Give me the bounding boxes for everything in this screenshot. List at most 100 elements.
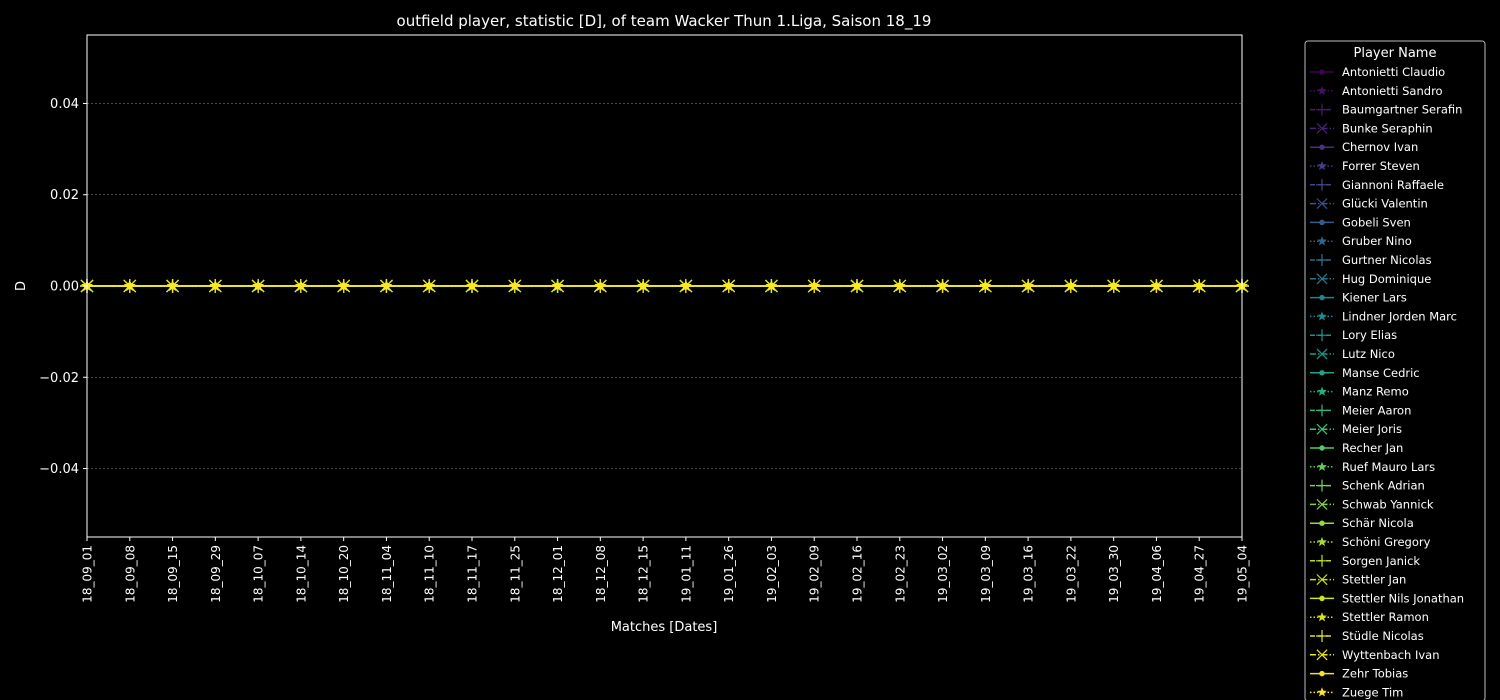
legend-marker [1316,122,1328,134]
plot-area [80,34,1249,538]
legend-label: Sorgen Janick [1342,554,1420,568]
legend-label: Stettler Jan [1342,573,1406,587]
legend-label: Schöni Gregory [1342,535,1431,549]
data-point [466,280,478,291]
x-tick-label: 19_01_26 [722,545,736,603]
legend-marker [1316,103,1328,116]
legend-item: Hug Dominique [1310,272,1431,286]
legend-label: Baumgartner Serafin [1342,103,1462,117]
x-tick-label: 18_09_08 [123,545,137,603]
legend-marker [1319,69,1325,75]
x-tick-label: 18_09_01 [81,545,95,603]
legend-label: Antonietti Sandro [1342,84,1443,98]
legend-label: Wyttenbach Ivan [1342,648,1440,662]
y-tick-label: 0.02 [50,188,79,203]
legend-label: Gruber Nino [1342,234,1412,248]
legend-label: Antonietti Claudio [1342,65,1445,79]
legend-marker [1316,574,1328,586]
x-tick-label: 19_02_16 [851,545,865,603]
legend-item: Manz Remo [1310,385,1409,399]
data-point [808,280,820,291]
y-axis: −0.04 −0.02 0.00 0.02 0.04 [39,97,87,477]
legend-label: Schär Nicola [1342,516,1414,530]
legend-marker [1317,236,1327,246]
legend-marker [1319,595,1325,602]
legend-label: Meier Aaron [1342,403,1411,417]
legend-label: Zehr Tobias [1342,667,1408,681]
data-point [1022,280,1034,291]
legend-marker [1316,404,1328,417]
legend-item: Stüdle Nicolas [1310,629,1424,643]
legend-item: Recher Jan [1310,441,1403,455]
x-tick-label: 18_10_07 [252,545,266,603]
legend-item: Stettler Nils Jonathan [1310,591,1464,605]
x-tick-label: 18_12_15 [637,545,651,603]
y-tick-label: 0.00 [50,280,79,295]
data-point [765,280,778,291]
legend-label: Manz Remo [1342,385,1409,399]
data-point [166,280,179,291]
legend-marker [1317,311,1327,321]
legend-label: Meier Joris [1342,422,1402,436]
x-tick-label: 19_02_03 [765,545,779,603]
x-axis: 18_09_01 18_09_08 18_09_15 18_09_29 18_10_07… [81,537,1250,603]
legend-item: Lindner Jorden Marc [1310,309,1457,323]
legend-item: Ruef Mauro Lars [1310,460,1435,474]
x-tick-label: 18_09_15 [166,545,180,603]
x-tick-label: 19_02_09 [808,545,822,603]
legend-item: Antonietti Claudio [1310,65,1445,79]
legend-item: Kiener Lars [1310,291,1407,305]
y-tick-label: 0.04 [50,97,79,112]
legend-label: Forrer Steven [1342,159,1420,173]
legend-label: Gurtner Nicolas [1342,253,1432,267]
legend-label: Recher Jan [1342,441,1403,455]
legend-box [1304,40,1486,700]
legend-item: Chernov Ivan [1310,140,1418,154]
legend-item: Giannoni Raffaele [1310,178,1444,192]
legend-label: Manse Cedric [1342,366,1420,380]
legend-item: Meier Aaron [1310,403,1411,417]
x-tick-label: 19_04_27 [1193,545,1207,603]
legend-marker [1316,348,1328,360]
legend-marker [1316,329,1328,342]
legend-marker [1317,536,1327,547]
legend-marker [1319,144,1325,150]
legend-marker [1317,160,1327,171]
data-point [680,280,692,291]
legend-label: Lindner Jorden Marc [1342,309,1457,323]
legend-label: Glücki Valentin [1342,197,1428,211]
legend-marker [1317,612,1327,622]
legend-item: Schöni Gregory [1310,535,1431,549]
legend: Player Name Antonietti Claudio Antonietti … [1304,40,1486,700]
legend-item: Wyttenbach Ivan [1310,648,1440,662]
legend-label: Lory Elias [1342,328,1397,342]
x-tick-label: 19_03_30 [1107,545,1121,603]
x-tick-label: 18_10_14 [294,545,308,603]
data-point [594,280,607,291]
x-tick-label: 18_09_29 [209,545,223,603]
legend-label: Stettler Ramon [1342,610,1429,624]
x-tick-label: 19_02_23 [893,545,907,603]
legend-label: Zuege Tim [1342,685,1403,699]
legend-marker [1319,294,1325,301]
legend-label: Chernov Ivan [1342,140,1418,154]
data-point [722,280,735,291]
chart-title: outfield player, statistic [D], of team … [397,12,932,31]
legend-label: Kiener Lars [1342,291,1407,305]
legend-marker [1317,386,1327,396]
legend-marker [1316,630,1328,642]
data-point [637,280,649,291]
legend-marker [1319,445,1325,451]
data-point [380,280,393,291]
legend-item: Lory Elias [1310,328,1397,342]
legend-item: Schenk Adrian [1310,479,1425,493]
data-point [936,280,949,291]
legend-marker [1316,423,1328,435]
legend-marker [1319,219,1325,226]
legend-marker [1316,254,1328,266]
y-tick-label: −0.04 [39,462,79,477]
data-point [509,280,521,291]
legend-marker [1317,687,1327,697]
legend-label: Schenk Adrian [1342,479,1425,493]
